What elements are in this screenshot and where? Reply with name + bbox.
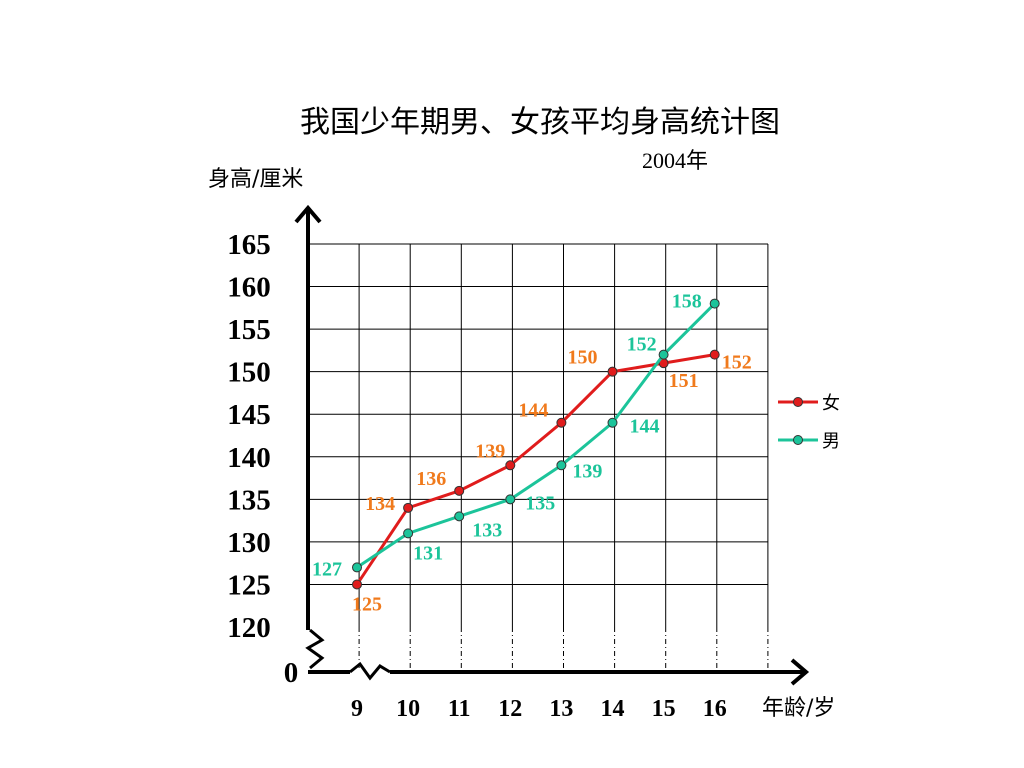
data-point — [505, 494, 516, 505]
y-axis-arrow — [294, 204, 322, 224]
y-tick-label: 130 — [227, 527, 271, 559]
y-tick-label: 0 — [284, 657, 299, 689]
data-point — [454, 485, 465, 496]
legend-marker — [793, 397, 803, 407]
data-point — [658, 349, 669, 360]
data-label: 135 — [525, 492, 555, 514]
data-label: 152 — [627, 334, 657, 356]
x-axis-arrow — [790, 658, 810, 686]
data-label: 139 — [572, 460, 602, 482]
y-tick-label: 145 — [227, 399, 271, 431]
y-tick-labels: 0 120 125 130 135 140 145 150 155 160 165 — [227, 229, 298, 689]
y-axis-label: 身高/厘米 — [208, 167, 303, 192]
legend-item: 女 — [778, 393, 840, 414]
data-point — [454, 511, 465, 522]
series-girls: 125 134 136 139 144 150 151 152 — [352, 347, 752, 615]
x-axis-break — [349, 661, 391, 681]
data-label: 150 — [568, 347, 598, 369]
data-label: 131 — [413, 542, 443, 564]
data-label: 125 — [352, 593, 382, 615]
data-point — [556, 460, 567, 471]
data-label: 144 — [630, 416, 660, 438]
x-tick-label: 15 — [652, 696, 676, 722]
grid — [307, 243, 769, 668]
y-tick-label: 150 — [227, 357, 271, 389]
data-point — [607, 417, 618, 428]
legend-label: 男 — [822, 431, 840, 452]
data-point — [403, 502, 414, 513]
data-point — [352, 562, 362, 573]
chart-title: 我国少年期男、女孩平均身高统计图 — [300, 105, 780, 140]
x-tick-label: 14 — [601, 696, 625, 722]
series-layer: 1251341361391441501511521271311331351391… — [312, 291, 752, 616]
data-point — [709, 349, 720, 360]
x-tick-labels: 9 10 11 12 13 14 15 16 — [351, 696, 727, 722]
x-tick-label: 12 — [498, 696, 522, 722]
y-tick-label: 125 — [227, 569, 271, 601]
y-tick-label: 165 — [227, 229, 271, 261]
legend-label: 女 — [822, 393, 840, 414]
data-label: 152 — [722, 352, 752, 374]
data-point — [352, 579, 362, 590]
data-point — [403, 528, 414, 539]
data-label: 133 — [472, 519, 502, 541]
data-label: 134 — [365, 493, 395, 515]
series-boys: 127 131 133 135 139 144 152 158 — [312, 291, 720, 580]
x-tick-label: 13 — [549, 696, 573, 722]
y-tick-label: 160 — [227, 272, 271, 304]
chart-subtitle: 2004年 — [642, 148, 708, 173]
series-line — [356, 302, 716, 569]
y-axis-break — [305, 628, 325, 670]
y-tick-label: 135 — [227, 484, 271, 516]
y-tick-label: 155 — [227, 314, 271, 346]
x-axis-label: 年龄/岁 — [762, 696, 835, 721]
data-label: 158 — [672, 291, 702, 313]
data-point — [607, 366, 618, 377]
axes — [294, 204, 810, 686]
data-point — [556, 417, 567, 428]
data-point — [709, 298, 720, 309]
legend: 女男 — [778, 393, 840, 452]
y-tick-label: 140 — [227, 442, 271, 474]
x-tick-label: 11 — [448, 696, 471, 722]
data-label: 144 — [518, 400, 548, 422]
legend-item: 男 — [778, 431, 840, 452]
legend-marker — [793, 435, 803, 445]
y-tick-label: 120 — [227, 612, 271, 644]
data-label: 151 — [669, 370, 699, 392]
x-tick-label: 16 — [703, 696, 727, 722]
data-point — [505, 460, 516, 471]
data-label: 127 — [312, 558, 342, 580]
x-tick-label: 9 — [351, 696, 363, 722]
x-tick-label: 10 — [396, 696, 420, 722]
data-label: 139 — [475, 440, 505, 462]
data-label: 136 — [416, 468, 446, 490]
